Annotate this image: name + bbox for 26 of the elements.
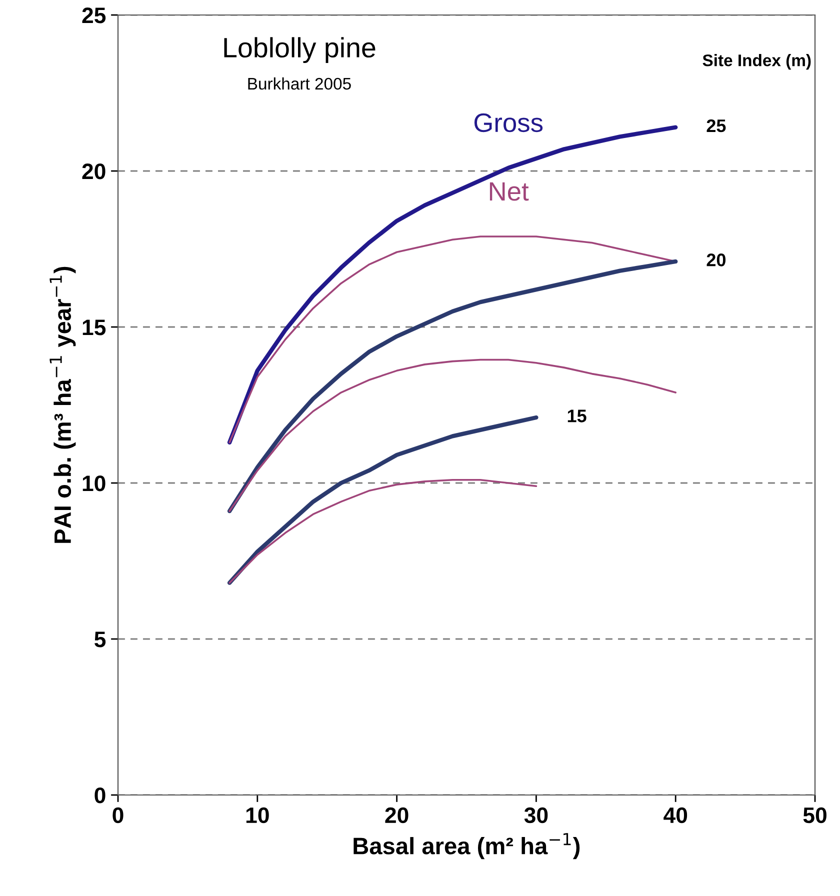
y-tick-label: 25 (82, 8, 106, 24)
y-tick-label: 20 (82, 164, 106, 180)
x-tick-label: 10 (246, 807, 269, 824)
line-series (228, 478, 538, 584)
x-tick-label: 30 (524, 807, 548, 824)
x-tick-label: 0 (112, 807, 124, 824)
series-label: Gross (474, 113, 543, 132)
line-series (227, 259, 678, 514)
y-tick-label: 10 (82, 476, 106, 492)
series-label: Net (490, 182, 529, 201)
line-series (227, 415, 538, 585)
annotation: 20 (706, 254, 726, 266)
x-tick-label: 40 (664, 807, 688, 824)
y-tick-label: 0 (94, 788, 106, 804)
x-axis-title: Basal area (m² ha$^{−1}$) (354, 833, 580, 860)
annotation: 25 (706, 119, 726, 132)
x-tick-label: 20 (385, 807, 408, 824)
x-tick-label: 50 (803, 807, 826, 824)
y-tick-label: 5 (94, 632, 106, 648)
text: Burkhart 2005 (248, 77, 351, 90)
line-series (228, 358, 677, 512)
y-tick-label: 15 (82, 320, 106, 336)
text: Loblolly pine (224, 37, 376, 64)
y-axis-title: PAI o.b. (m³ ha$^{−1}$ year$^{−1}$) (50, 266, 76, 543)
annotation: Site Index (m) (702, 54, 811, 70)
annotation: 15 (568, 410, 586, 422)
